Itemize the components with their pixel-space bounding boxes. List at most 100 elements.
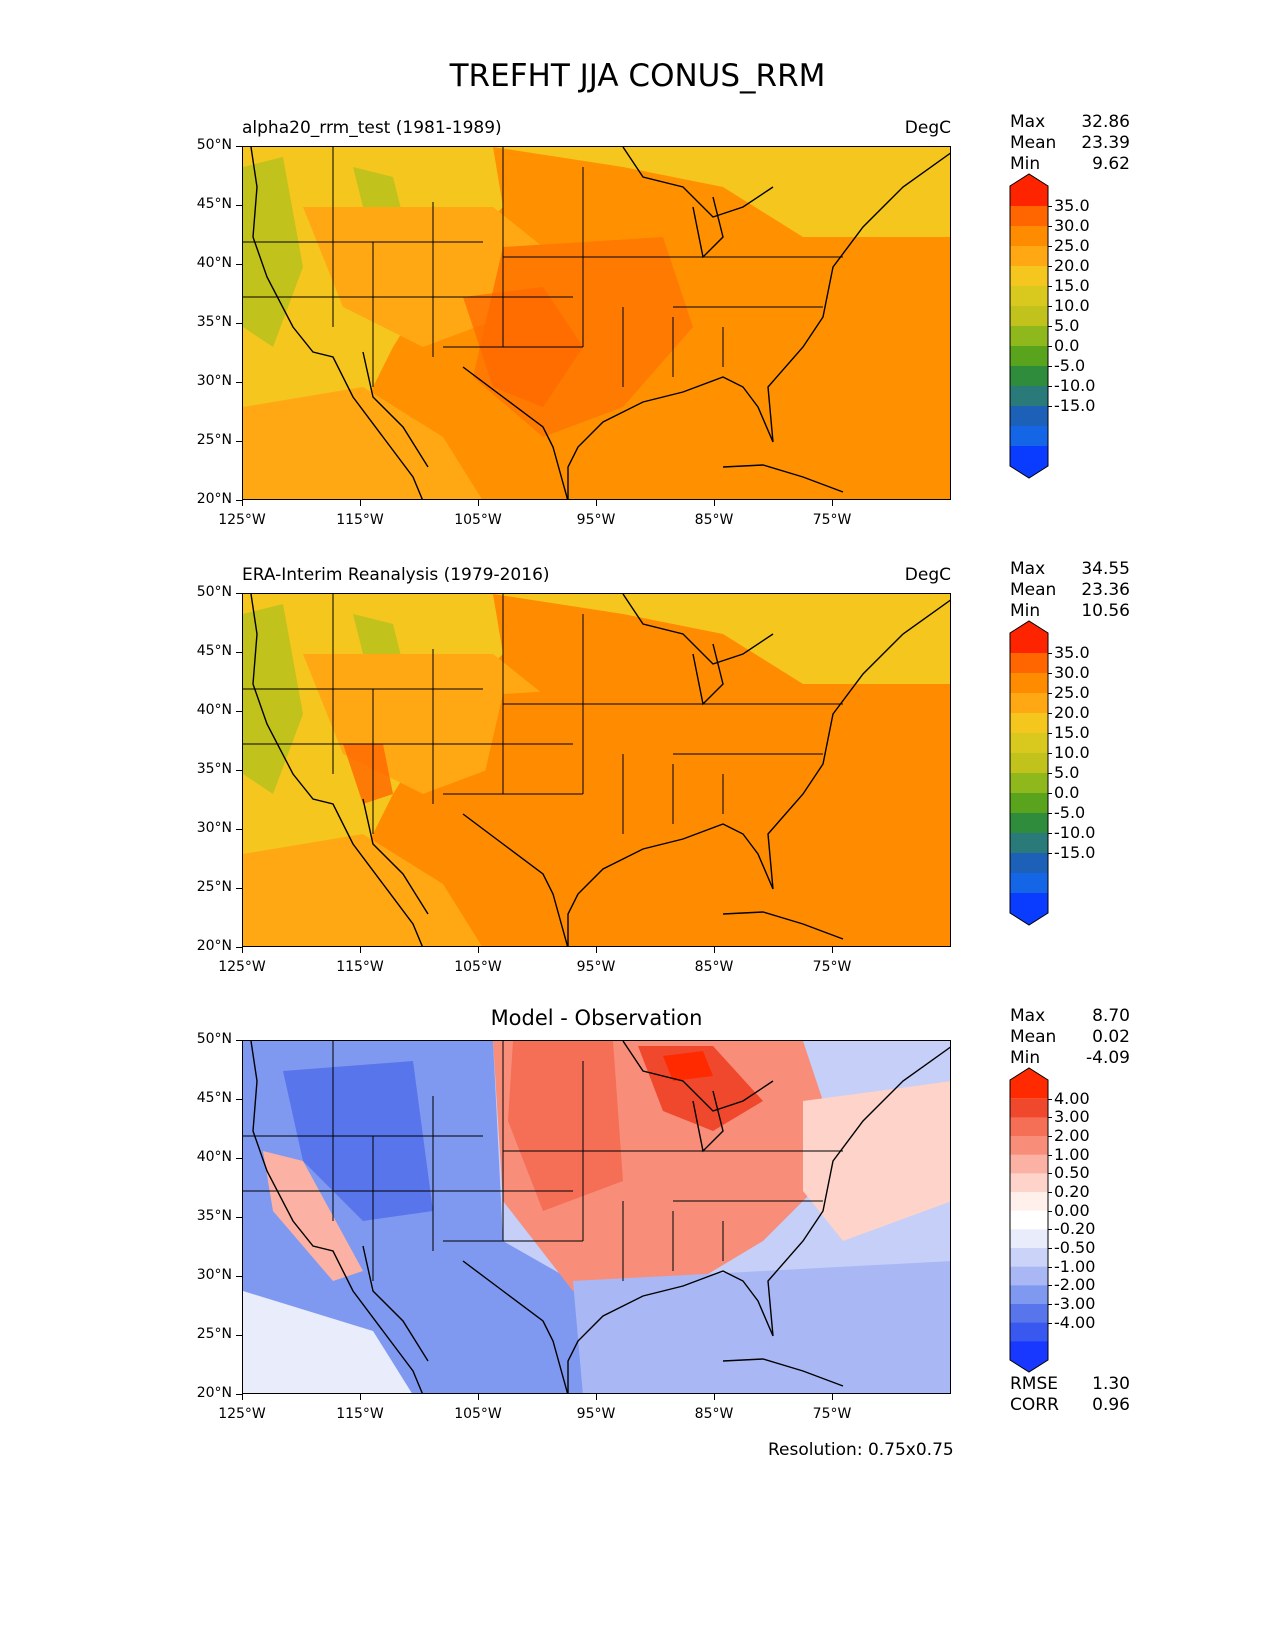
colorbar-tick-mark [1048, 206, 1052, 207]
stat-rmse-label: RMSE [1010, 1374, 1059, 1394]
y-tick-mark [236, 1099, 242, 1100]
panel-2-stat-min-label: Min [1010, 601, 1041, 621]
colorbar-swatch [1010, 446, 1048, 478]
colorbar-tick-label: 15.0 [1054, 276, 1090, 295]
colorbar-tick-label: 4.00 [1054, 1088, 1090, 1108]
colorbar-tick-label: 30.0 [1054, 663, 1090, 682]
colorbar-tick-label: -2.00 [1054, 1275, 1096, 1295]
colorbar-tick-label: 5.0 [1054, 316, 1080, 335]
colorbar-tick-mark [1048, 1285, 1052, 1287]
panel-2-stat-min-value: 10.56 [1081, 601, 1130, 621]
colorbar-tick-mark [1048, 673, 1052, 674]
y-tick-mark [236, 711, 242, 712]
colorbar-tick-mark [1048, 266, 1052, 267]
colorbar-tick-label: 35.0 [1054, 196, 1090, 215]
colorbar-tick-label: -4.00 [1054, 1312, 1096, 1332]
x-tick-label: 95°W [576, 1406, 616, 1422]
colorbar-tick-label: 0.0 [1054, 783, 1080, 802]
colorbar-tick-label: -5.0 [1054, 803, 1086, 822]
panel-3-map [242, 1040, 951, 1394]
x-tick-mark [596, 1394, 597, 1400]
x-tick-label: 115°W [336, 959, 384, 975]
y-tick-mark [236, 1276, 242, 1277]
panel-1-stat-mean-label: Mean [1010, 133, 1057, 153]
panel-2-colorbar [1009, 620, 1049, 926]
colorbar-swatch [1010, 1098, 1048, 1118]
y-tick-label: 50°N [196, 584, 232, 600]
stat-corr-value: 0.96 [1092, 1395, 1130, 1415]
colorbar-swatch [1010, 1248, 1048, 1268]
colorbar-outline [1009, 1067, 1049, 1373]
panel-1-stat-min-value: 9.62 [1092, 154, 1130, 174]
y-tick-mark [236, 829, 242, 830]
colorbar-swatch [1010, 246, 1048, 267]
colorbar-tick-label: 3.00 [1054, 1107, 1090, 1127]
x-tick-mark [478, 1394, 479, 1400]
x-tick-mark [832, 500, 833, 506]
colorbar-tick-label: 15.0 [1054, 723, 1090, 742]
x-tick-label: 115°W [336, 512, 384, 528]
colorbar-outline [1009, 173, 1049, 479]
y-tick-mark [236, 1158, 242, 1159]
colorbar-tick-label: -3.00 [1054, 1294, 1096, 1313]
colorbar-swatch [1010, 1173, 1048, 1193]
x-tick-label: 75°W [812, 512, 852, 528]
panel-1-stat-min-label: Min [1010, 154, 1041, 174]
y-tick-label: 50°N [196, 1031, 232, 1047]
colorbar-tick-mark [1048, 1210, 1052, 1212]
colorbar-tick-mark [1048, 813, 1052, 814]
y-tick-label: 30°N [196, 820, 232, 836]
colorbar-swatch [1010, 1154, 1048, 1174]
x-tick-label: 75°W [812, 959, 852, 975]
panel-2-units: DegC [904, 565, 951, 585]
panel-1-stat-max-value: 32.86 [1081, 112, 1130, 132]
y-tick-label: 25°N [196, 432, 232, 448]
colorbar-swatch [1010, 226, 1048, 247]
colorbar-tick-label: 1.00 [1054, 1144, 1090, 1164]
panel-2-map [242, 593, 951, 947]
x-tick-mark [714, 1394, 715, 1400]
x-tick-mark [596, 947, 597, 953]
colorbar-swatch [1010, 174, 1048, 206]
y-tick-mark [236, 1217, 242, 1218]
colorbar-swatch [1010, 753, 1048, 774]
y-tick-label: 45°N [196, 1090, 232, 1106]
x-tick-mark [478, 947, 479, 953]
x-tick-mark [242, 947, 243, 953]
x-tick-label: 95°W [576, 512, 616, 528]
x-tick-label: 115°W [336, 1406, 384, 1422]
panel-2-stat-max-label: Max [1010, 559, 1046, 579]
y-tick-label: 50°N [196, 137, 232, 153]
colorbar-swatch [1010, 266, 1048, 287]
x-tick-mark [242, 1394, 243, 1400]
colorbar-swatch [1010, 1192, 1048, 1212]
colorbar-tick-label: 0.00 [1054, 1200, 1090, 1220]
x-tick-mark [714, 500, 715, 506]
colorbar-swatch [1010, 853, 1048, 874]
colorbar-tick-mark [1048, 286, 1052, 287]
x-tick-mark [360, 947, 361, 953]
panel-2-subtitle: ERA-Interim Reanalysis (1979-2016) [242, 565, 550, 585]
colorbar-swatch [1010, 653, 1048, 674]
colorbar-tick-mark [1048, 1266, 1052, 1268]
colorbar-tick-mark [1048, 753, 1052, 754]
colorbar-tick-label: 0.50 [1054, 1163, 1090, 1183]
y-tick-label: 20°N [196, 491, 232, 507]
colorbar-tick-label: 20.0 [1054, 703, 1090, 722]
x-tick-mark [360, 1394, 361, 1400]
colorbar-swatch [1010, 206, 1048, 227]
colorbar-tick-mark [1048, 793, 1052, 794]
colorbar-tick-label: 10.0 [1054, 743, 1090, 762]
panel-1-contour-field [243, 147, 950, 499]
y-tick-mark [236, 593, 242, 594]
colorbar-tick-label: -15.0 [1054, 396, 1096, 415]
colorbar-swatch [1010, 1210, 1048, 1230]
stat-rmse-value: 1.30 [1092, 1374, 1130, 1394]
y-tick-label: 20°N [196, 938, 232, 954]
colorbar-swatch [1010, 1117, 1048, 1137]
colorbar-swatch [1010, 621, 1048, 653]
y-tick-mark [236, 1040, 242, 1041]
x-tick-label: 125°W [218, 1406, 266, 1422]
panel-1-subtitle: alpha20_rrm_test (1981-1989) [242, 118, 502, 138]
resolution-label: Resolution: 0.75x0.75 [768, 1440, 954, 1460]
